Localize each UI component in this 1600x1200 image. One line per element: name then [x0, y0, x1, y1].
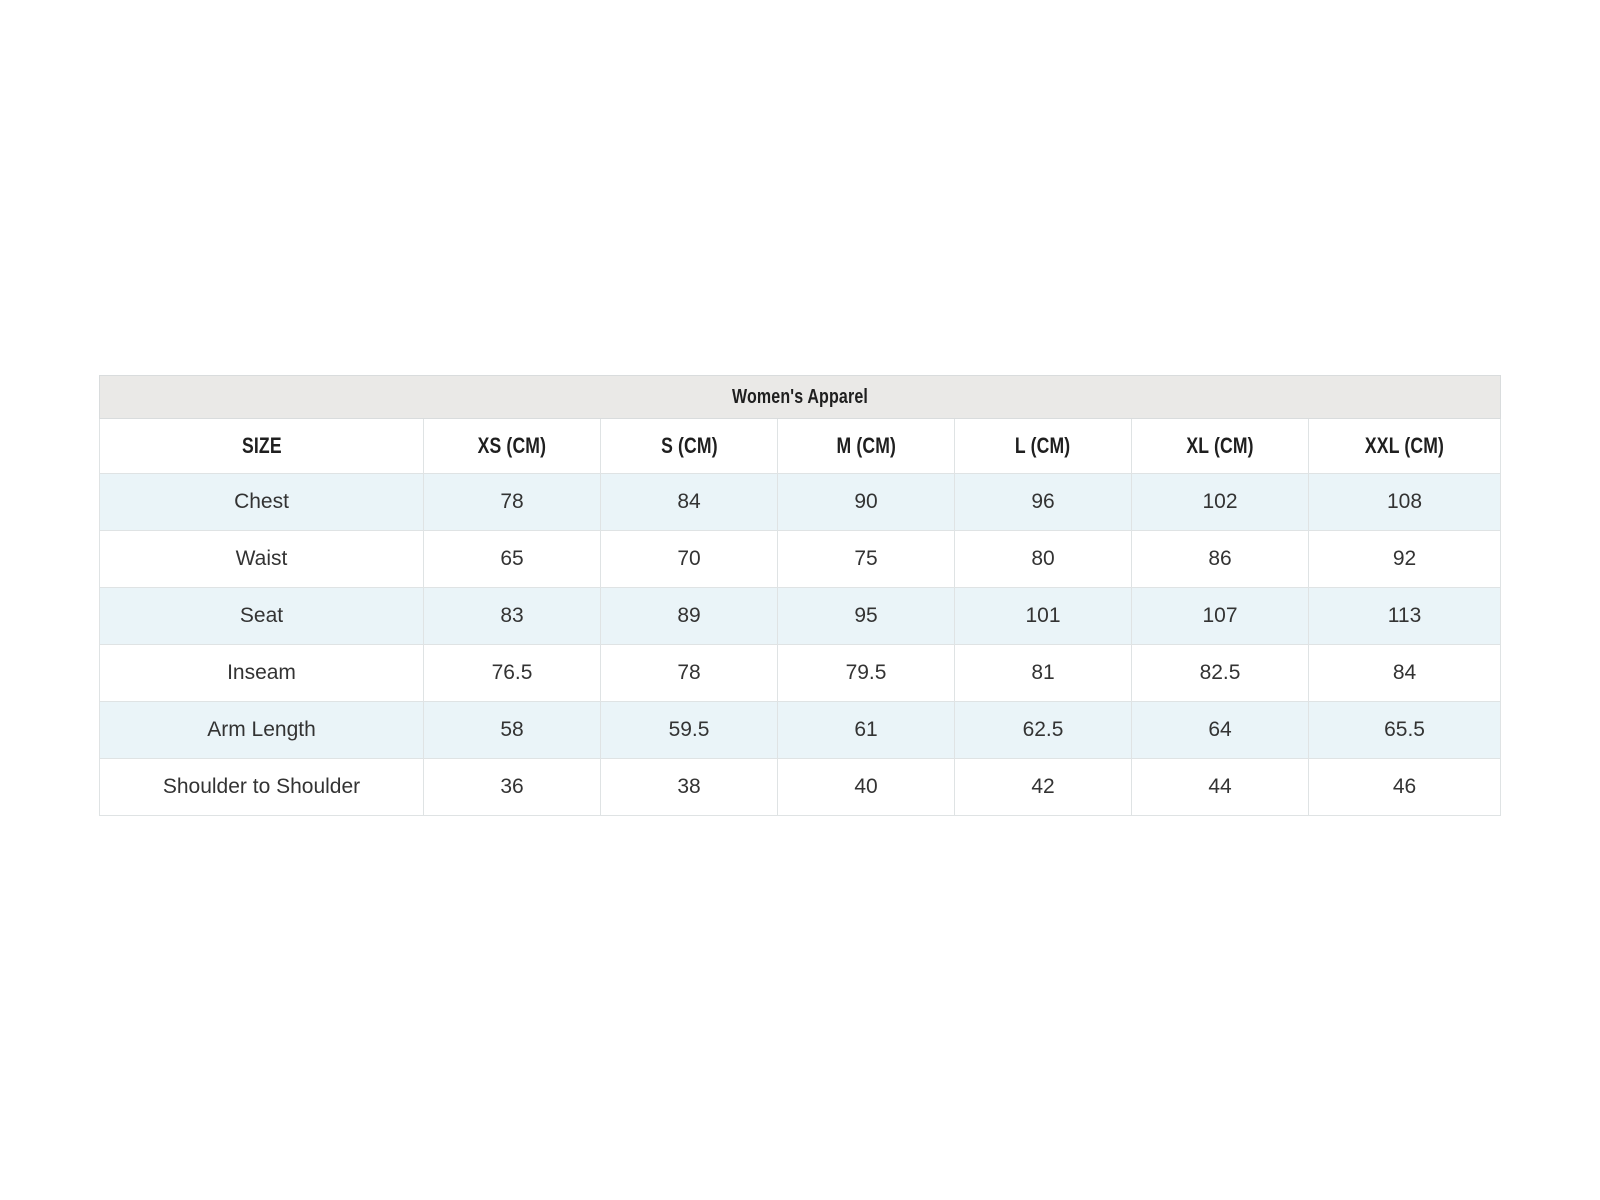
size-value-cell: 101 — [954, 587, 1132, 645]
row-label: Waist — [99, 530, 424, 588]
size-value-cell: 38 — [600, 758, 778, 816]
size-value-cell: 76.5 — [423, 644, 601, 702]
size-value-cell: 102 — [1131, 473, 1309, 531]
column-header-s: S (CM) — [600, 418, 778, 474]
row-label: Seat — [99, 587, 424, 645]
size-value-cell: 75 — [777, 530, 955, 588]
size-value-cell: 36 — [423, 758, 601, 816]
size-value-cell: 90 — [777, 473, 955, 531]
size-value-cell: 80 — [954, 530, 1132, 588]
size-value-cell: 92 — [1307, 530, 1502, 588]
row-label: Shoulder to Shoulder — [99, 758, 424, 816]
column-header-m: M (CM) — [777, 418, 955, 474]
table-row-arm-length: Arm Length 58 59.5 61 62.5 64 65.5 — [99, 701, 1502, 759]
column-header-xxl: XXL (CM) — [1307, 418, 1502, 474]
size-value-cell: 113 — [1307, 587, 1502, 645]
size-value-cell: 59.5 — [600, 701, 778, 759]
womens-apparel-size-chart: Women's Apparel SIZE XS (CM) S (CM) M (C… — [98, 375, 1502, 816]
size-value-cell: 62.5 — [954, 701, 1132, 759]
size-value-cell: 83 — [423, 587, 601, 645]
size-value-cell: 86 — [1131, 530, 1309, 588]
size-value-cell: 58 — [423, 701, 601, 759]
table-row-seat: Seat 83 89 95 101 107 113 — [99, 587, 1502, 645]
column-header-l: L (CM) — [954, 418, 1132, 474]
table-row-waist: Waist 65 70 75 80 86 92 — [99, 530, 1502, 588]
size-value-cell: 44 — [1131, 758, 1309, 816]
size-value-cell: 81 — [954, 644, 1132, 702]
size-value-cell: 95 — [777, 587, 955, 645]
size-value-cell: 108 — [1307, 473, 1502, 531]
size-value-cell: 107 — [1131, 587, 1309, 645]
size-value-cell: 82.5 — [1131, 644, 1309, 702]
size-value-cell: 70 — [600, 530, 778, 588]
size-value-cell: 40 — [777, 758, 955, 816]
row-label: Chest — [99, 473, 424, 531]
row-label: Inseam — [99, 644, 424, 702]
size-value-cell: 78 — [600, 644, 778, 702]
row-label: Arm Length — [99, 701, 424, 759]
size-value-cell: 64 — [1131, 701, 1309, 759]
size-value-cell: 65.5 — [1307, 701, 1502, 759]
table-title-row: Women's Apparel — [98, 375, 1502, 419]
column-header-size: SIZE — [99, 418, 424, 474]
size-value-cell: 46 — [1307, 758, 1502, 816]
table-title: Women's Apparel — [98, 375, 1502, 419]
size-value-cell: 96 — [954, 473, 1132, 531]
size-value-cell: 61 — [777, 701, 955, 759]
table-row-inseam: Inseam 76.5 78 79.5 81 82.5 84 — [99, 644, 1502, 702]
table-title-text: Women's Apparel — [732, 385, 869, 408]
size-value-cell: 84 — [600, 473, 778, 531]
size-value-cell: 42 — [954, 758, 1132, 816]
size-value-cell: 89 — [600, 587, 778, 645]
table-row-shoulder-to-shoulder: Shoulder to Shoulder 36 38 40 42 44 46 — [99, 758, 1502, 816]
table-header-row: SIZE XS (CM) S (CM) M (CM) L (CM) XL (CM… — [99, 418, 1502, 474]
size-value-cell: 84 — [1307, 644, 1502, 702]
column-header-xs: XS (CM) — [423, 418, 601, 474]
size-value-cell: 79.5 — [777, 644, 955, 702]
column-header-xl: XL (CM) — [1131, 418, 1309, 474]
table-row-chest: Chest 78 84 90 96 102 108 — [99, 473, 1502, 531]
size-value-cell: 65 — [423, 530, 601, 588]
size-value-cell: 78 — [423, 473, 601, 531]
